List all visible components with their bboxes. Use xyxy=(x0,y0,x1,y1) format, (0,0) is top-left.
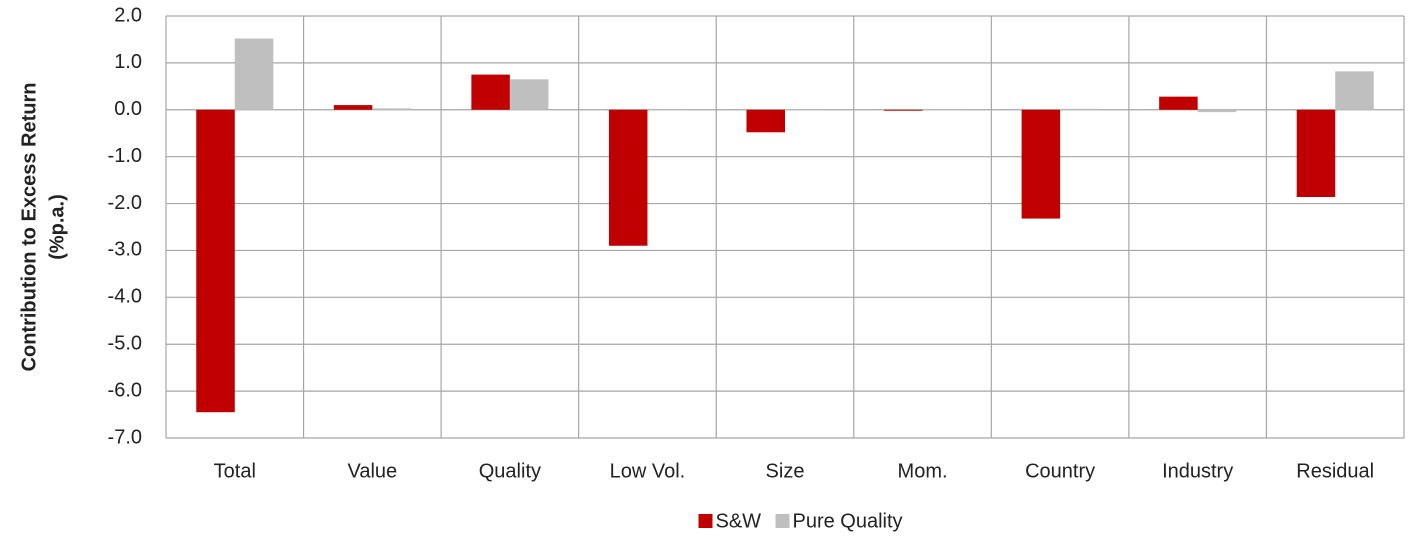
legend-label: S&W xyxy=(716,510,762,532)
bar xyxy=(1159,96,1198,110)
bar xyxy=(471,74,510,110)
x-tick-label: Value xyxy=(347,460,397,482)
y-label-line: Contribution to Excess Return xyxy=(18,83,40,372)
y-tick-label: -6.0 xyxy=(108,379,142,401)
x-tick-label: Total xyxy=(214,460,256,482)
bar xyxy=(608,109,648,246)
x-tick-label: Industry xyxy=(1162,460,1233,482)
y-tick-label: 1.0 xyxy=(114,51,142,73)
y-tick-label: -2.0 xyxy=(108,192,142,214)
bar xyxy=(647,109,686,111)
y-axis-title: Contribution to Excess Return (%p.a.) xyxy=(18,83,68,372)
y-tick-label: -3.0 xyxy=(108,239,142,261)
y-tick-label: -4.0 xyxy=(108,286,142,308)
y-tick-label: 0.0 xyxy=(114,98,142,120)
x-tick-label: Residual xyxy=(1296,460,1374,482)
legend-swatch xyxy=(775,514,790,528)
x-tick-label: Country xyxy=(1025,460,1095,482)
bar xyxy=(785,109,824,110)
bar xyxy=(234,38,274,110)
bar xyxy=(884,109,923,111)
bar xyxy=(509,79,549,110)
y-tick-label: -5.0 xyxy=(108,333,142,355)
legend-swatch xyxy=(698,514,713,528)
bar xyxy=(1335,71,1374,110)
x-tick-label: Low Vol. xyxy=(610,460,686,482)
legend-label: Pure Quality xyxy=(793,510,903,532)
bar xyxy=(1021,109,1061,219)
y-tick-label: -7.0 xyxy=(108,426,142,448)
x-tick-label: Mom. xyxy=(898,460,948,482)
bar xyxy=(196,109,235,413)
bar xyxy=(1060,108,1099,110)
y-tick-label: 2.0 xyxy=(114,4,142,26)
y-label-line: (%p.a.) xyxy=(46,194,68,260)
y-tick-label: -1.0 xyxy=(108,145,142,167)
bar xyxy=(1296,109,1336,197)
x-tick-label: Quality xyxy=(479,460,541,482)
bar xyxy=(746,109,785,133)
bar xyxy=(922,109,962,111)
bar xyxy=(333,105,373,110)
x-tick-label: Size xyxy=(766,460,805,482)
bar xyxy=(1197,109,1237,113)
bar xyxy=(372,108,411,110)
